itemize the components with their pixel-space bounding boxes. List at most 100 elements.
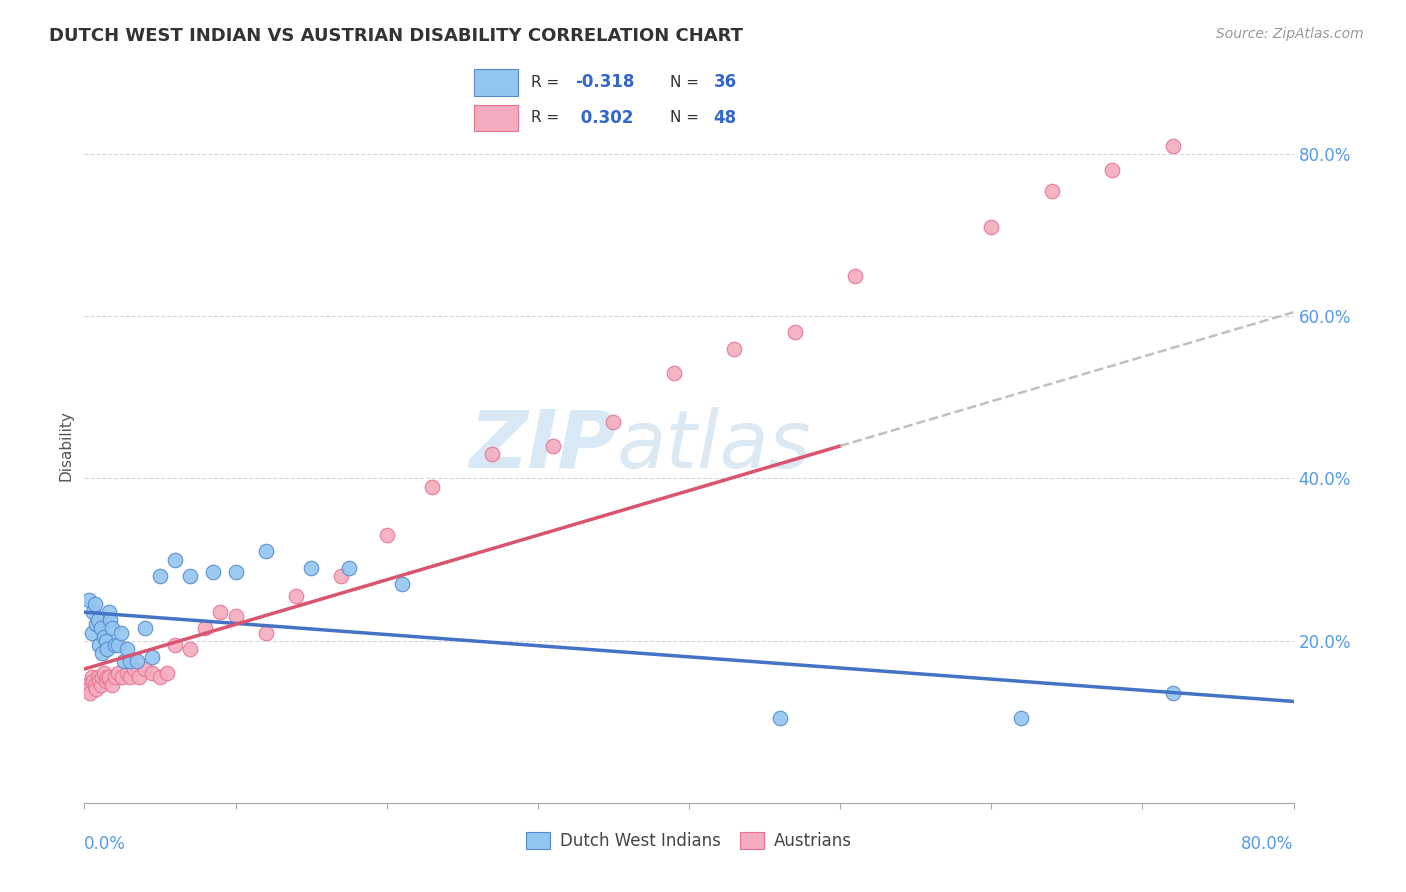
Point: [84, 597, 107, 611]
Point: [209, 605, 232, 619]
Text: N =: N =: [669, 111, 703, 125]
Point: [122, 662, 145, 676]
Text: 36: 36: [714, 73, 737, 91]
Point: [141, 649, 163, 664]
Text: N =: N =: [669, 75, 703, 90]
Point: [375, 528, 398, 542]
Point: [149, 670, 172, 684]
Point: [1161, 686, 1184, 700]
Point: [662, 366, 685, 380]
Point: [100, 678, 122, 692]
Point: [118, 654, 141, 668]
Point: [96, 670, 118, 684]
Point: [330, 568, 353, 582]
Point: [149, 568, 172, 582]
Text: ZIP: ZIP: [470, 407, 616, 485]
Text: 48: 48: [714, 109, 737, 127]
Point: [87, 613, 110, 627]
Point: [165, 638, 187, 652]
Point: [84, 678, 107, 692]
Point: [79, 686, 101, 700]
Point: [93, 630, 115, 644]
Point: [118, 670, 141, 684]
Point: [134, 622, 156, 636]
Point: [225, 609, 247, 624]
Point: [254, 544, 277, 558]
Point: [194, 622, 217, 636]
Point: [111, 670, 134, 684]
Point: [179, 568, 201, 582]
Point: [87, 670, 110, 684]
Y-axis label: Disability: Disability: [58, 410, 73, 482]
Point: [110, 625, 132, 640]
Text: R =: R =: [531, 111, 565, 125]
Point: [93, 666, 115, 681]
Text: atlas: atlas: [616, 407, 811, 485]
Point: [100, 622, 122, 636]
Point: [1040, 184, 1063, 198]
Point: [80, 670, 103, 684]
Point: [783, 326, 806, 340]
Point: [1011, 711, 1033, 725]
Point: [225, 565, 247, 579]
Point: [1161, 139, 1184, 153]
Point: [90, 678, 112, 692]
Point: [115, 641, 138, 656]
Point: [89, 674, 111, 689]
FancyBboxPatch shape: [474, 70, 517, 95]
Point: [104, 638, 127, 652]
Point: [94, 674, 117, 689]
Point: [91, 670, 114, 684]
Point: [156, 666, 179, 681]
Point: [107, 638, 129, 652]
Point: [769, 711, 792, 725]
Text: 0.0%: 0.0%: [84, 835, 127, 853]
Text: -0.318: -0.318: [575, 73, 634, 91]
Point: [128, 670, 150, 684]
Point: [115, 666, 138, 681]
Point: [112, 654, 135, 668]
Point: [127, 654, 149, 668]
Point: [77, 593, 100, 607]
Point: [723, 342, 745, 356]
Point: [91, 646, 114, 660]
Point: [90, 622, 112, 636]
Legend: Dutch West Indians, Austrians: Dutch West Indians, Austrians: [517, 824, 860, 859]
Text: R =: R =: [531, 75, 565, 90]
Text: DUTCH WEST INDIAN VS AUSTRIAN DISABILITY CORRELATION CHART: DUTCH WEST INDIAN VS AUSTRIAN DISABILITY…: [49, 27, 744, 45]
Point: [86, 617, 108, 632]
Point: [89, 638, 111, 652]
Point: [76, 678, 98, 692]
Point: [980, 220, 1002, 235]
Point: [602, 415, 624, 429]
Point: [96, 641, 118, 656]
Point: [134, 662, 156, 676]
Point: [337, 560, 360, 574]
Point: [254, 625, 277, 640]
Point: [104, 670, 127, 684]
Text: 0.302: 0.302: [575, 109, 634, 127]
Point: [86, 682, 108, 697]
Point: [285, 589, 308, 603]
Point: [97, 605, 120, 619]
Text: Source: ZipAtlas.com: Source: ZipAtlas.com: [1216, 27, 1364, 41]
Point: [80, 625, 103, 640]
Point: [94, 633, 117, 648]
Point: [844, 268, 866, 283]
Point: [97, 670, 120, 684]
Point: [98, 613, 121, 627]
Point: [82, 674, 104, 689]
Text: 80.0%: 80.0%: [1241, 835, 1294, 853]
FancyBboxPatch shape: [474, 105, 517, 131]
Point: [165, 552, 187, 566]
Point: [1101, 163, 1123, 178]
Point: [179, 641, 201, 656]
Point: [420, 479, 443, 493]
Point: [82, 605, 104, 619]
Point: [77, 682, 100, 697]
Point: [107, 666, 129, 681]
Point: [391, 577, 413, 591]
Point: [201, 565, 224, 579]
Point: [541, 439, 564, 453]
Point: [141, 666, 163, 681]
